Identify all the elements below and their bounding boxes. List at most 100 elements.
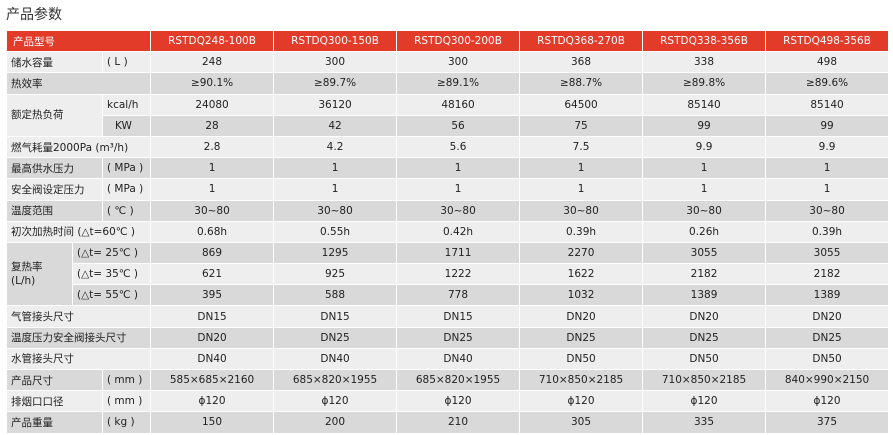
table-cell: ≥89.6% <box>765 72 890 95</box>
table-cell: 498 <box>765 51 890 74</box>
table-cell: 300 <box>273 51 398 74</box>
table-cell: 1 <box>519 157 644 180</box>
table-cell: 9.9 <box>765 135 890 159</box>
table-cell: 588 <box>273 284 398 307</box>
row-label: 最高供水压力 <box>6 157 103 180</box>
table-cell: 210 <box>396 411 521 434</box>
table-cell: 7.5 <box>519 135 644 159</box>
table-cell: 150 <box>150 411 275 434</box>
table-cell: ϕ120 <box>150 390 275 413</box>
product-spec-table: 产品型号 RSTDQ248-100B RSTDQ300-150B RSTDQ30… <box>5 29 890 434</box>
model-header: RSTDQ368-270B <box>519 29 644 53</box>
table-row: 温度范围 ( ℃ ) 30~80 30~80 30~80 30~80 30~80… <box>6 199 890 222</box>
table-row: (△t= 35℃ ) 621 925 1222 1622 2182 2182 <box>7 263 890 286</box>
row-unit: ( MPa ) <box>101 178 152 201</box>
table-cell: 1032 <box>519 284 644 307</box>
table-cell: 1711 <box>396 241 521 265</box>
table-row: 燃气耗量2000Pa (m³/h) 2.8 4.2 5.6 7.5 9.9 9.… <box>5 135 890 159</box>
table-cell: DN15 <box>396 305 521 328</box>
table-cell: DN20 <box>765 305 890 328</box>
table-cell: 99 <box>642 114 767 137</box>
table-cell: ≥89.1% <box>396 72 521 95</box>
table-cell: 9.9 <box>642 135 767 159</box>
table-cell: DN15 <box>150 305 275 328</box>
table-cell: ≥89.8% <box>642 72 767 95</box>
table-cell: 0.68h <box>150 220 275 243</box>
row-label: 气管接头尺寸 <box>5 305 152 328</box>
table-cell: 1389 <box>765 284 890 307</box>
table-cell: DN25 <box>273 326 398 349</box>
row-label: 产品尺寸 <box>6 368 103 392</box>
table-cell: 338 <box>642 51 767 74</box>
table-cell: 375 <box>765 411 890 434</box>
table-cell: DN25 <box>396 326 521 349</box>
table-row: 最高供水压力 ( MPa ) 1 1 1 1 1 1 <box>6 157 890 180</box>
header-model-label: 产品型号 <box>5 29 152 53</box>
table-cell: DN25 <box>765 326 890 349</box>
table-row: 初次加热时间 (△t=60℃ ) 0.68h 0.55h 0.42h 0.39h… <box>5 220 890 243</box>
table-row: 产品重量 ( kg ) 150 200 210 305 335 375 <box>6 411 890 434</box>
table-cell: 0.42h <box>396 220 521 243</box>
table-cell: 300 <box>396 51 521 74</box>
table-cell: 30~80 <box>642 199 767 222</box>
table-cell: 621 <box>150 263 275 286</box>
table-cell: DN50 <box>642 347 767 371</box>
table-cell: 395 <box>150 284 275 307</box>
row-unit: ( kg ) <box>101 411 152 434</box>
table-cell: 42 <box>273 114 398 137</box>
table-cell: 1 <box>642 178 767 201</box>
table-cell: DN20 <box>642 305 767 328</box>
table-row: 热效率 ≥90.1% ≥89.7% ≥89.1% ≥88.7% ≥89.8% ≥… <box>5 72 890 95</box>
table-row: 安全阀设定压力 ( MPa ) 1 1 1 1 1 1 <box>6 178 890 201</box>
table-cell: DN20 <box>519 305 644 328</box>
table-cell: 869 <box>150 241 275 265</box>
table-cell: 1 <box>765 157 890 180</box>
table-cell: ϕ120 <box>396 390 521 413</box>
table-cell: ϕ120 <box>642 390 767 413</box>
table-cell: 30~80 <box>396 199 521 222</box>
table-cell: 1 <box>273 178 398 201</box>
table-cell: 840×990×2150 <box>765 368 890 392</box>
row-unit: KW <box>101 114 152 137</box>
row-group-label: 额定热负荷 <box>6 93 103 137</box>
table-cell: DN20 <box>150 326 275 349</box>
row-unit: ( MPa ) <box>101 157 152 180</box>
table-cell: 85140 <box>642 93 767 116</box>
table-cell: DN15 <box>273 305 398 328</box>
table-cell: 1 <box>642 157 767 180</box>
table-cell: DN40 <box>396 347 521 371</box>
table-cell: ϕ120 <box>519 390 644 413</box>
table-cell: 0.55h <box>273 220 398 243</box>
row-label: 安全阀设定压力 <box>6 178 103 201</box>
row-unit: (△t= 25℃ ) <box>71 241 152 265</box>
table-cell: 3055 <box>765 241 890 265</box>
table-cell: 0.39h <box>519 220 644 243</box>
row-label: 储水容量 <box>6 51 103 74</box>
table-cell: 64500 <box>519 93 644 116</box>
table-row: 温度压力安全阀接头尺寸 DN20 DN25 DN25 DN25 DN25 DN2… <box>5 326 890 349</box>
table-cell: 36120 <box>273 93 398 116</box>
table-row: KW 28 42 56 75 99 99 <box>7 114 890 137</box>
table-cell: 778 <box>396 284 521 307</box>
table-cell: ≥88.7% <box>519 72 644 95</box>
table-row: 复热率 (L/h) (△t= 25℃ ) 869 1295 1711 2270 … <box>6 241 890 307</box>
table-cell: 1389 <box>642 284 767 307</box>
table-cell: 248 <box>150 51 275 74</box>
table-cell: 85140 <box>765 93 890 116</box>
table-cell: 5.6 <box>396 135 521 159</box>
table-cell: DN50 <box>519 347 644 371</box>
table-cell: 1 <box>150 178 275 201</box>
table-cell: 30~80 <box>150 199 275 222</box>
table-cell: DN50 <box>765 347 890 371</box>
table-cell: 30~80 <box>519 199 644 222</box>
row-label: 初次加热时间 (△t=60℃ ) <box>5 220 152 243</box>
table-cell: 1 <box>396 178 521 201</box>
table-row: 气管接头尺寸 DN15 DN15 DN15 DN20 DN20 DN20 <box>5 305 890 328</box>
table-cell: 2182 <box>765 263 890 286</box>
table-cell: 0.39h <box>765 220 890 243</box>
table-cell: 24080 <box>150 93 275 116</box>
table-row: 储水容量 ( L ) 248 300 300 368 338 498 <box>6 51 890 74</box>
model-header: RSTDQ300-200B <box>396 29 521 53</box>
table-cell: 99 <box>765 114 890 137</box>
row-unit: ( mm ) <box>101 390 152 413</box>
